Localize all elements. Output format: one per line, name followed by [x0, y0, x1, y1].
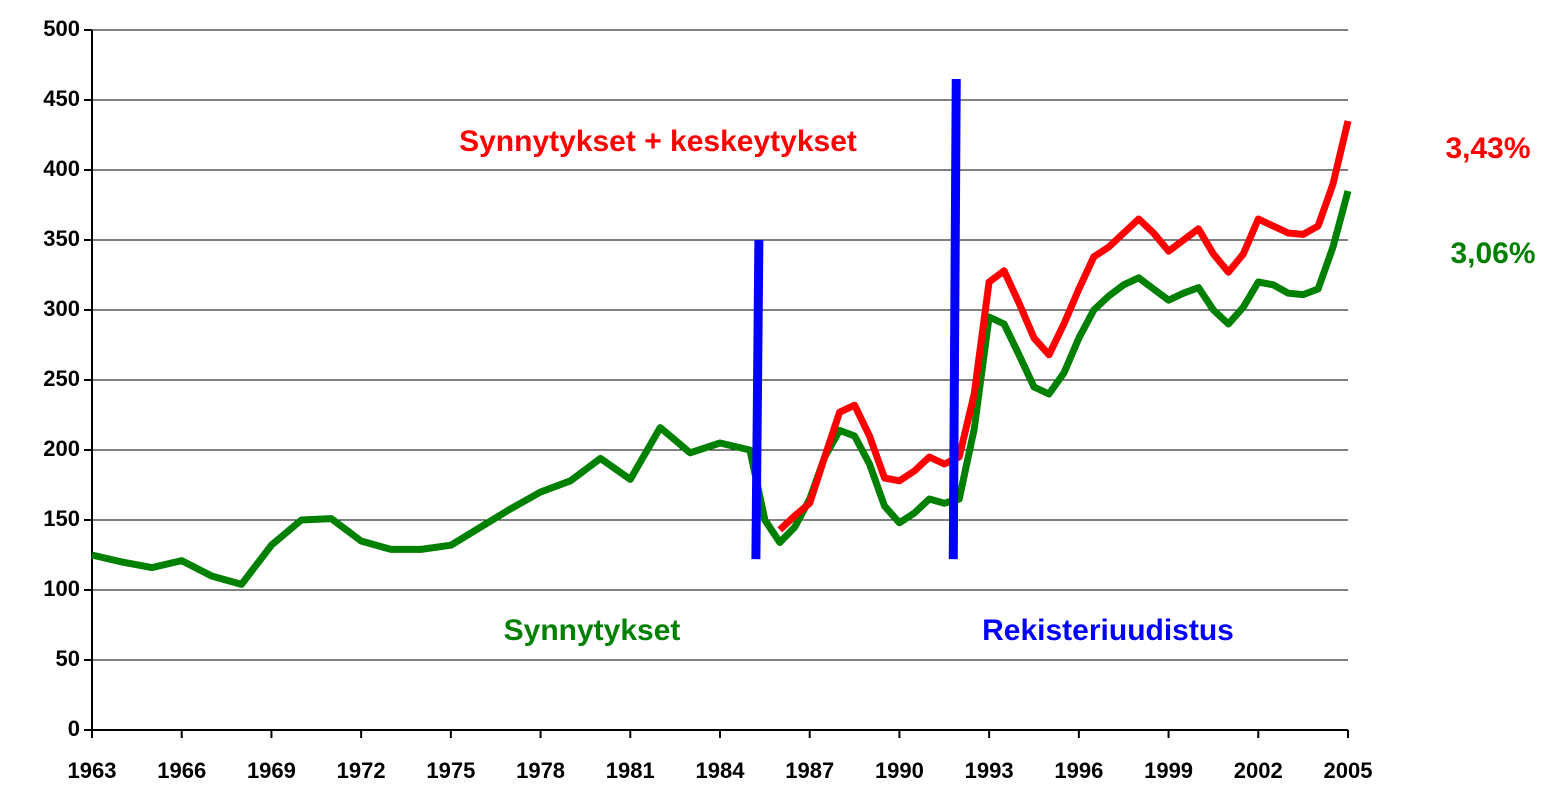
x-tick-label: 2002 — [1234, 758, 1283, 783]
y-tick-label: 0 — [68, 716, 80, 741]
x-tick-label: 1984 — [696, 758, 746, 783]
y-tick-label: 200 — [43, 436, 80, 461]
y-tick-label: 450 — [43, 86, 80, 111]
x-tick-label: 1999 — [1144, 758, 1193, 783]
y-tick-label: 400 — [43, 156, 80, 181]
x-tick-label: 1966 — [157, 758, 206, 783]
y-tick-label: 500 — [43, 16, 80, 41]
x-tick-label: 1981 — [606, 758, 655, 783]
end-label: 3,06% — [1450, 237, 1535, 270]
x-tick-label: 1978 — [516, 758, 565, 783]
x-tick-label: 1996 — [1054, 758, 1103, 783]
series-label: Synnytykset + keskeytykset — [459, 125, 857, 158]
x-tick-label: 1963 — [68, 758, 117, 783]
series-label: Synnytykset — [504, 614, 681, 647]
series-line — [91, 190, 1352, 588]
y-tick-label: 350 — [43, 226, 80, 251]
series-line — [777, 120, 1352, 533]
marker-line — [751, 239, 764, 560]
x-tick-label: 1969 — [247, 758, 296, 783]
y-tick-label: 150 — [43, 506, 80, 531]
marker-label: Rekisteriuudistus — [982, 614, 1234, 647]
y-tick-label: 250 — [43, 366, 80, 391]
x-tick-label: 1993 — [965, 758, 1014, 783]
x-tick-label: 1975 — [426, 758, 475, 783]
x-tick-label: 1987 — [785, 758, 834, 783]
end-label: 3,43% — [1445, 132, 1530, 165]
marker-line — [948, 78, 961, 560]
x-tick-label: 2005 — [1324, 758, 1373, 783]
x-tick-label: 1990 — [875, 758, 924, 783]
y-tick-label: 100 — [43, 576, 80, 601]
y-tick-label: 300 — [43, 296, 80, 321]
x-tick-label: 1972 — [337, 758, 386, 783]
y-tick-label: 50 — [56, 646, 80, 671]
